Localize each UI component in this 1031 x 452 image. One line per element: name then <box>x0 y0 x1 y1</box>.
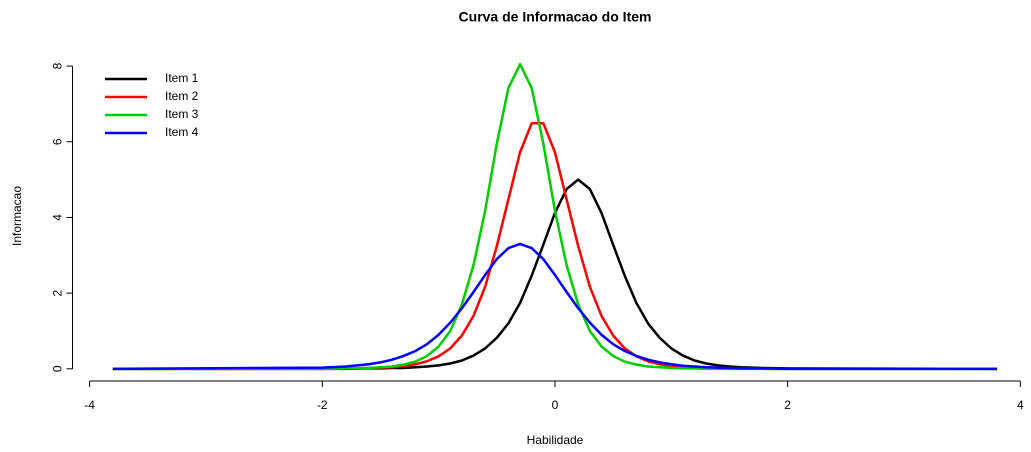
x-tick-label: -2 <box>317 398 328 412</box>
x-tick-label: 2 <box>784 398 791 412</box>
y-tick-label: 6 <box>51 138 65 145</box>
legend-label: Item 2 <box>165 89 199 103</box>
y-axis-label: Informacao <box>10 186 24 246</box>
legend-label: Item 3 <box>165 107 199 121</box>
legend-label: Item 4 <box>165 125 199 139</box>
y-tick-label: 0 <box>51 365 65 372</box>
y-tick-label: 2 <box>51 289 65 296</box>
y-tick-label: 4 <box>51 214 65 221</box>
series-line <box>112 62 998 371</box>
legend-label: Item 1 <box>165 71 199 85</box>
x-tick-label: 0 <box>552 398 559 412</box>
x-tick-label: 4 <box>1017 398 1024 412</box>
chart-title: Curva de Informacao do Item <box>459 9 652 25</box>
x-tick-label: -4 <box>84 398 95 412</box>
x-axis-label: Habilidade <box>527 433 584 447</box>
y-tick-label: 8 <box>51 62 65 69</box>
series-line <box>112 121 998 371</box>
series-line <box>112 242 998 371</box>
